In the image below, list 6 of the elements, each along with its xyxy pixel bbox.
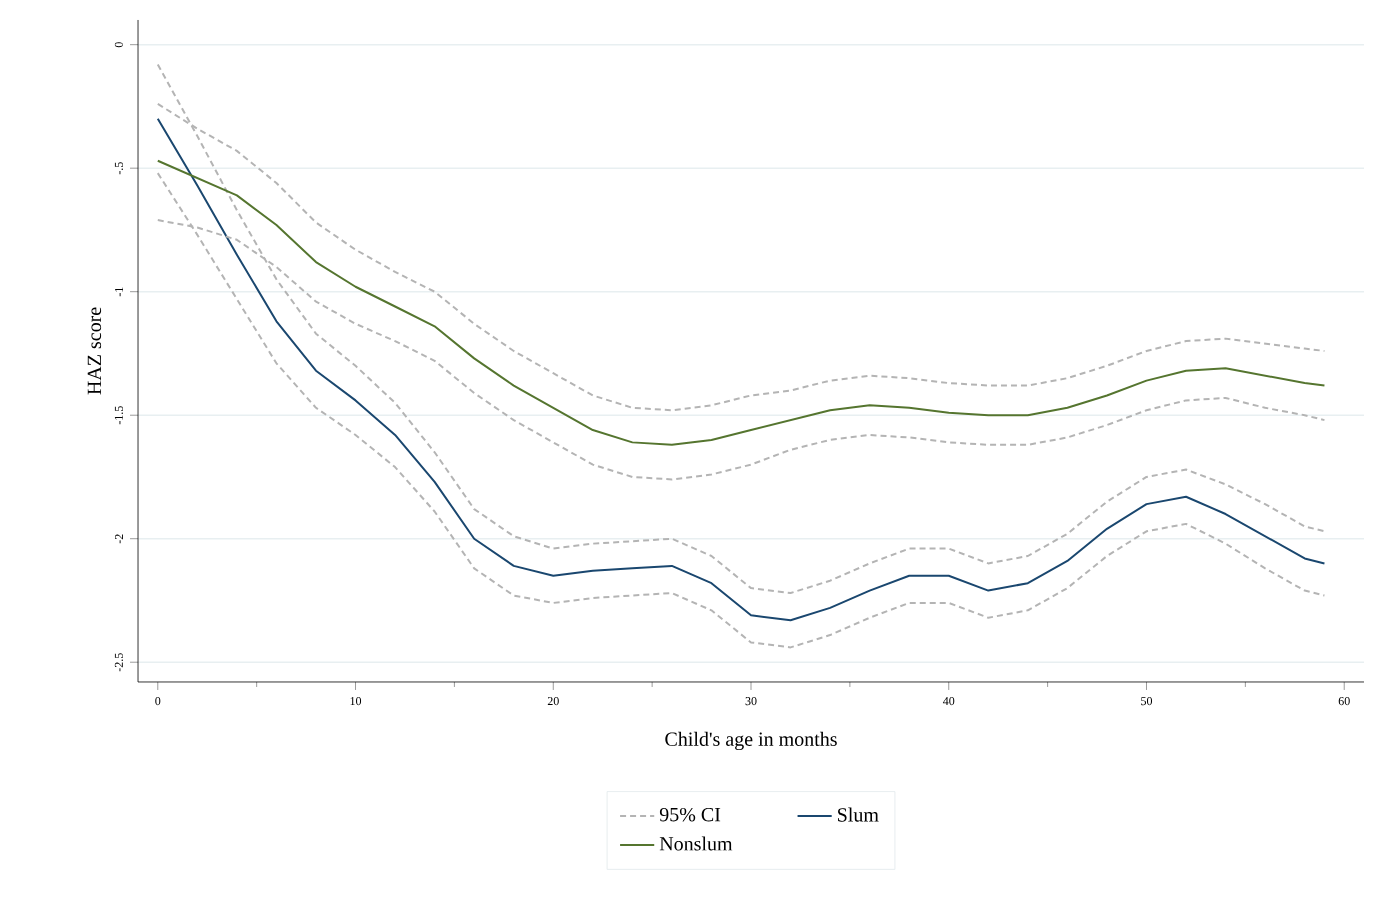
line-series xyxy=(156,172,1326,649)
y-axis-title: HAZ score xyxy=(87,307,102,395)
legend-label: 95% CI xyxy=(659,807,721,822)
legend-label: Slum xyxy=(838,807,879,822)
legend-label: Nonslum xyxy=(659,836,733,851)
x-axis-title: Child's age in months xyxy=(665,731,837,751)
